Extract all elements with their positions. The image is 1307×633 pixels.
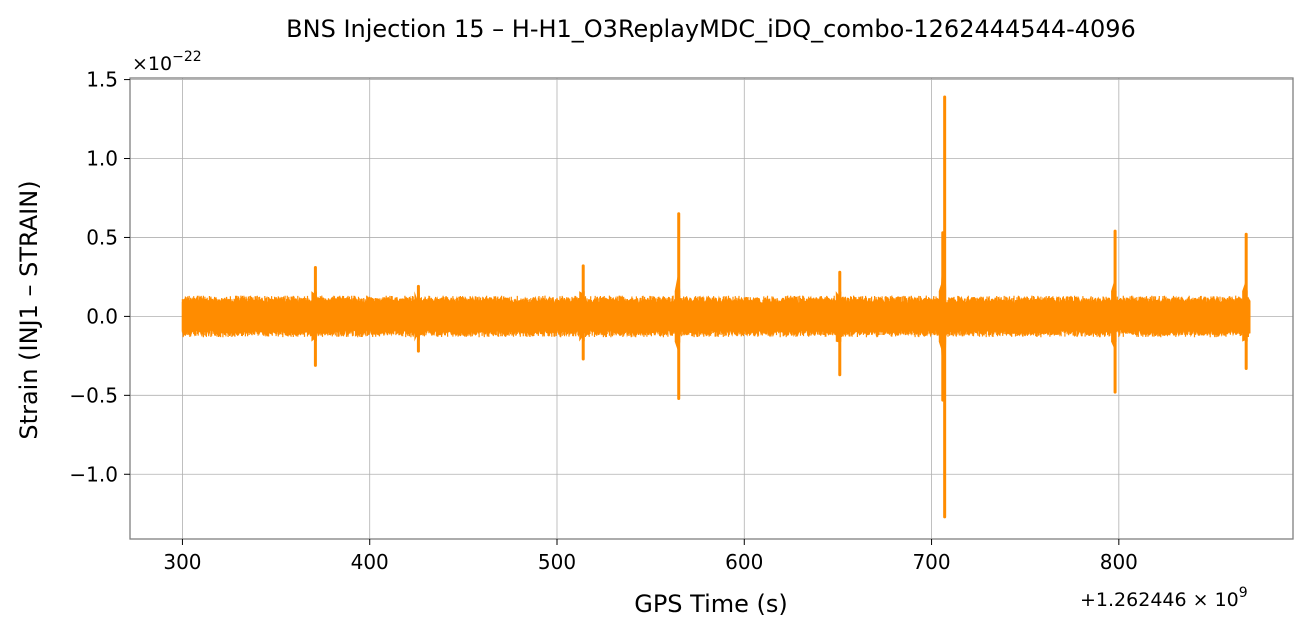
x-tick-label: 600 <box>725 550 763 574</box>
transient-buildup <box>414 291 420 342</box>
y-tick-label: −0.5 <box>69 383 118 407</box>
x-offset-label: +1.262446 × 109 <box>1080 585 1248 611</box>
x-tick-marks: 300 400 500 600 700 800 <box>163 539 1138 574</box>
y-tick-marks: −1.0 −0.5 0.0 0.5 1.0 1.5 <box>69 68 130 486</box>
transient-buildup <box>579 291 585 342</box>
y-tick-label: 1.0 <box>86 147 118 171</box>
x-tick-label: 300 <box>163 550 201 574</box>
data-series <box>181 95 1251 519</box>
y-tick-label: 1.5 <box>86 68 118 92</box>
chart-title: BNS Injection 15 – H-H1_O3ReplayMDC_iDQ_… <box>286 15 1136 43</box>
transient-buildup <box>1111 278 1117 351</box>
y-tick-label: −1.0 <box>69 462 118 486</box>
transient-buildup <box>1242 279 1248 342</box>
transient-buildup <box>835 291 842 343</box>
x-tick-label: 500 <box>538 550 576 574</box>
y-tick-label: 0.5 <box>86 225 118 249</box>
y-scale-label: ×10−22 <box>132 49 202 75</box>
x-axis-label: GPS Time (s) <box>634 590 788 618</box>
transient-buildup <box>674 270 681 354</box>
x-tick-label: 400 <box>351 550 389 574</box>
plot-frame <box>129 77 1294 540</box>
transient-buildup <box>311 291 317 342</box>
x-tick-label: 700 <box>912 550 950 574</box>
x-offset-exponent: 9 <box>1239 585 1248 601</box>
transient-buildup <box>940 217 947 407</box>
x-tick-label: 800 <box>1100 550 1138 574</box>
y-scale-exponent: −22 <box>172 49 202 65</box>
y-axis-label: Strain (INJ1 – STRAIN) <box>15 180 43 439</box>
y-tick-label: 0.0 <box>86 304 118 328</box>
